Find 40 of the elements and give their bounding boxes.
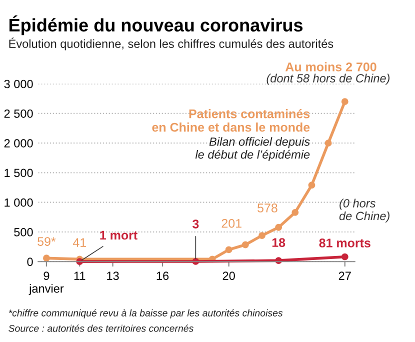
- x-tick-label: 27: [338, 272, 351, 280]
- y-tick-label: 2 500: [4, 109, 33, 118]
- data-label: Au moins 2 700: [285, 62, 376, 72]
- annotation: (dont 58 hors de Chine): [266, 74, 390, 85]
- y-tick-label: 3 000: [4, 80, 33, 88]
- point: [225, 246, 232, 254]
- y-tick-label: 0: [27, 258, 33, 266]
- x-tick-label: 16: [156, 272, 169, 280]
- annotation: Bilan officiel depuis le début de l’épidémie: [195, 137, 310, 162]
- y-tick-label: 500: [14, 228, 33, 236]
- point: [258, 232, 266, 240]
- point: [292, 208, 299, 216]
- x-tick-label: 13: [107, 272, 119, 280]
- x-tick-label: 11: [74, 272, 86, 280]
- data-label: 41: [72, 238, 86, 247]
- point: [42, 254, 50, 262]
- data-label: 59*: [38, 237, 56, 246]
- chart-title: Épidémie du nouveau coronavirus: [10, 15, 303, 36]
- annotation: (0 hors de Chine): [339, 198, 390, 222]
- series-label: Patients contaminés en Chine et dans le monde: [152, 108, 310, 132]
- point: [341, 98, 348, 106]
- y-tick-label: 1 000: [4, 198, 33, 207]
- x-tick-label: 9 janvier: [28, 272, 64, 296]
- point: [308, 182, 316, 189]
- source-note: Source : autorités des territoires concernés: [8, 324, 194, 332]
- data-label: 1 mort: [100, 230, 138, 240]
- point: [341, 253, 348, 260]
- data-label: 578: [258, 204, 278, 212]
- x-tick-label: 20: [222, 272, 235, 280]
- data-label: 81 morts: [319, 238, 370, 248]
- text: *chiffre communiqué revu à la baisse par les autorités chinoises: [8, 309, 283, 318]
- chart-subtitle: Évolution quotidienne, selon les chiffres cumulés des autorités: [9, 38, 334, 50]
- y-tick-label: 1 500: [4, 168, 33, 178]
- point: [275, 224, 282, 231]
- data-label: 201: [222, 218, 242, 228]
- point: [242, 241, 249, 248]
- point: [324, 140, 332, 147]
- data-label: 3: [192, 220, 199, 228]
- data-label: 18: [272, 238, 286, 247]
- y-tick-label: 2 000: [4, 139, 33, 148]
